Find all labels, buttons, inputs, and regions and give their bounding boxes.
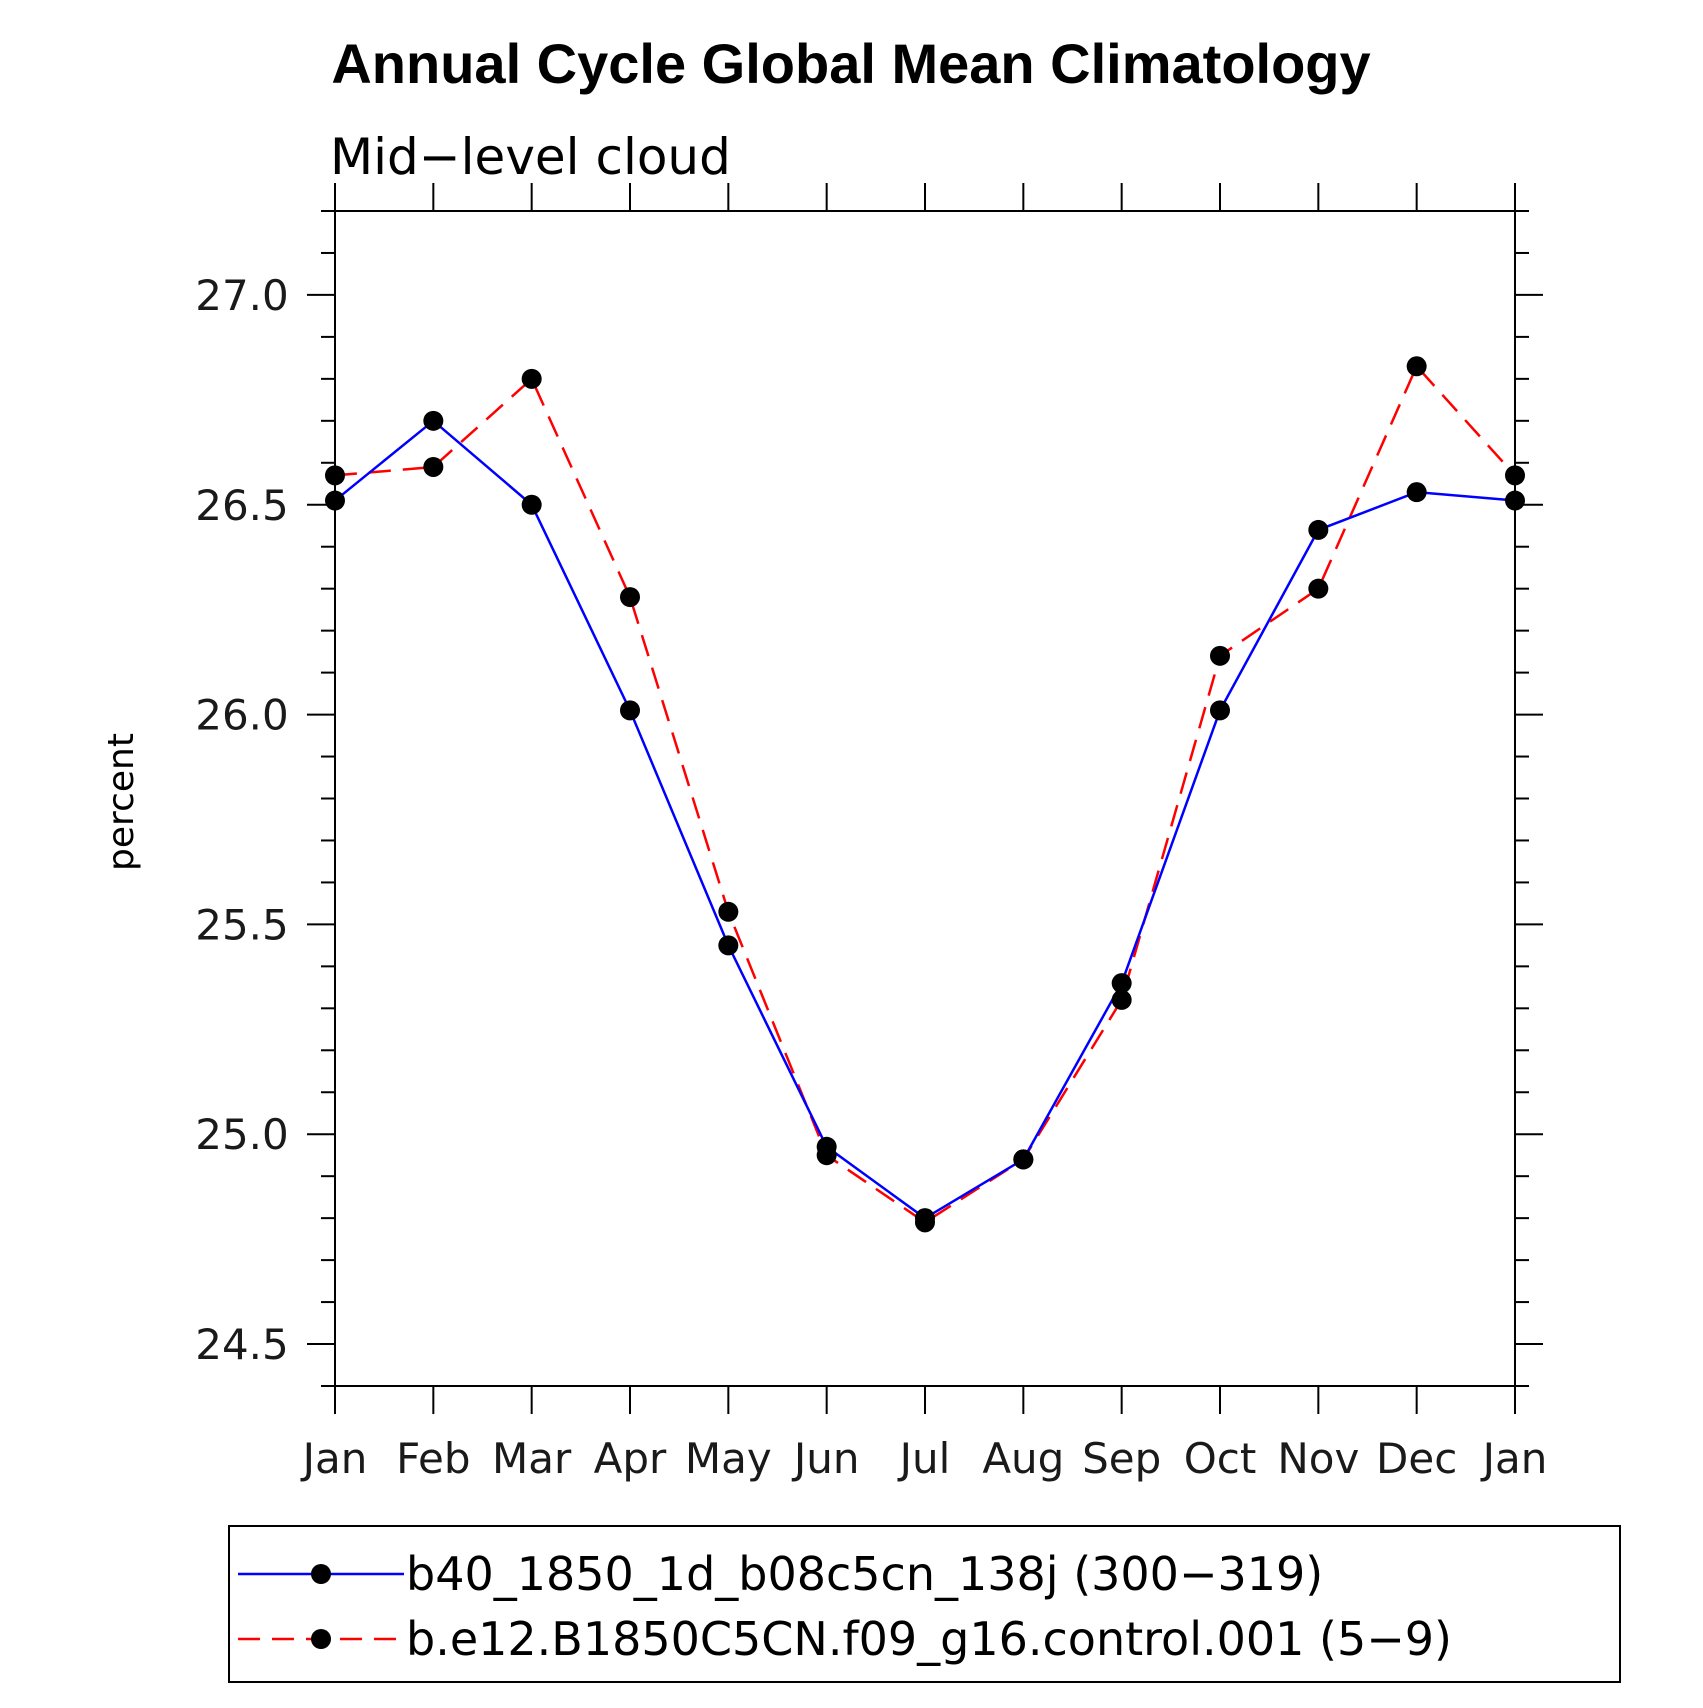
- x-tick-label: Mar: [492, 1434, 572, 1483]
- series-layer: [325, 356, 1525, 1233]
- y-axis-label: percent: [101, 733, 142, 871]
- legend-box: [228, 1525, 1621, 1683]
- y-tick-label: 26.0: [195, 691, 289, 740]
- data-point-1: [620, 587, 640, 608]
- data-point-1: [423, 456, 444, 477]
- series-line-1: [334, 363, 1516, 1224]
- data-point-1: [1406, 356, 1427, 377]
- data-point-1: [325, 465, 345, 486]
- data-point-0: [521, 494, 542, 515]
- chart-title: Annual Cycle Global Mean Climatology: [331, 32, 1370, 95]
- x-tick-label: Feb: [396, 1434, 470, 1483]
- data-point-0: [1013, 1149, 1034, 1170]
- x-tick-label: Jan: [300, 1434, 368, 1483]
- series-0: [334, 419, 1516, 1220]
- chart-subtitle: Mid−level cloud: [330, 128, 731, 186]
- series-1: [334, 363, 1516, 1224]
- x-tick-labels: Jan Feb Mar Apr May Jun Jul Aug Sep Oct Nov Dec Jan: [300, 1434, 1548, 1483]
- legend-marker-1: [311, 1629, 331, 1649]
- data-point-1: [718, 901, 739, 922]
- x-tick-label: Aug: [982, 1434, 1064, 1483]
- data-point-0: [325, 490, 345, 511]
- data-point-0: [1210, 700, 1230, 721]
- y-tick-label: 25.5: [195, 900, 289, 949]
- y-tick-label: 25.0: [195, 1110, 289, 1159]
- x-tick-label: Sep: [1082, 1434, 1161, 1483]
- data-point-0: [1406, 482, 1427, 503]
- legend-label-0: b40_1850_1d_b08c5cn_138j (300−319): [406, 1547, 1323, 1601]
- y-tick-labels: 24.5 25.0 25.5 26.0 26.5 27.0: [195, 271, 289, 1369]
- data-point-1: [1210, 645, 1230, 666]
- legend-marker-0: [311, 1564, 331, 1584]
- data-point-0: [816, 1136, 837, 1157]
- data-point-0: [718, 935, 739, 956]
- data-point-1: [521, 368, 542, 389]
- data-point-0: [1505, 490, 1525, 511]
- data-point-0: [423, 410, 444, 431]
- data-point-0: [915, 1208, 935, 1229]
- x-tick-label: Apr: [594, 1434, 667, 1483]
- data-point-1: [1308, 578, 1329, 599]
- data-point-0: [1111, 973, 1132, 994]
- legend: b40_1850_1d_b08c5cn_138j (300−319) b.e12.…: [228, 1525, 1621, 1683]
- data-point-0: [620, 700, 640, 721]
- x-tick-label: Jul: [897, 1434, 951, 1483]
- x-tick-label: Jan: [1480, 1434, 1548, 1483]
- x-tick-label: Dec: [1376, 1434, 1457, 1483]
- x-tick-label: Nov: [1277, 1434, 1359, 1483]
- x-tick-label: Oct: [1184, 1434, 1257, 1483]
- data-point-1: [1111, 989, 1132, 1010]
- y-tick-label: 26.5: [195, 481, 289, 530]
- x-tick-label: Jun: [791, 1434, 860, 1483]
- legend-label-1: b.e12.B1850C5CN.f09_g16.control.001 (5−9…: [406, 1612, 1452, 1666]
- axis-ticks: [307, 183, 1543, 1414]
- data-point-0: [1308, 519, 1329, 540]
- y-tick-label: 27.0: [195, 271, 289, 320]
- x-tick-label: May: [685, 1434, 772, 1483]
- data-point-1: [1505, 465, 1525, 486]
- series-line-0: [334, 419, 1516, 1220]
- y-tick-label: 24.5: [195, 1320, 289, 1369]
